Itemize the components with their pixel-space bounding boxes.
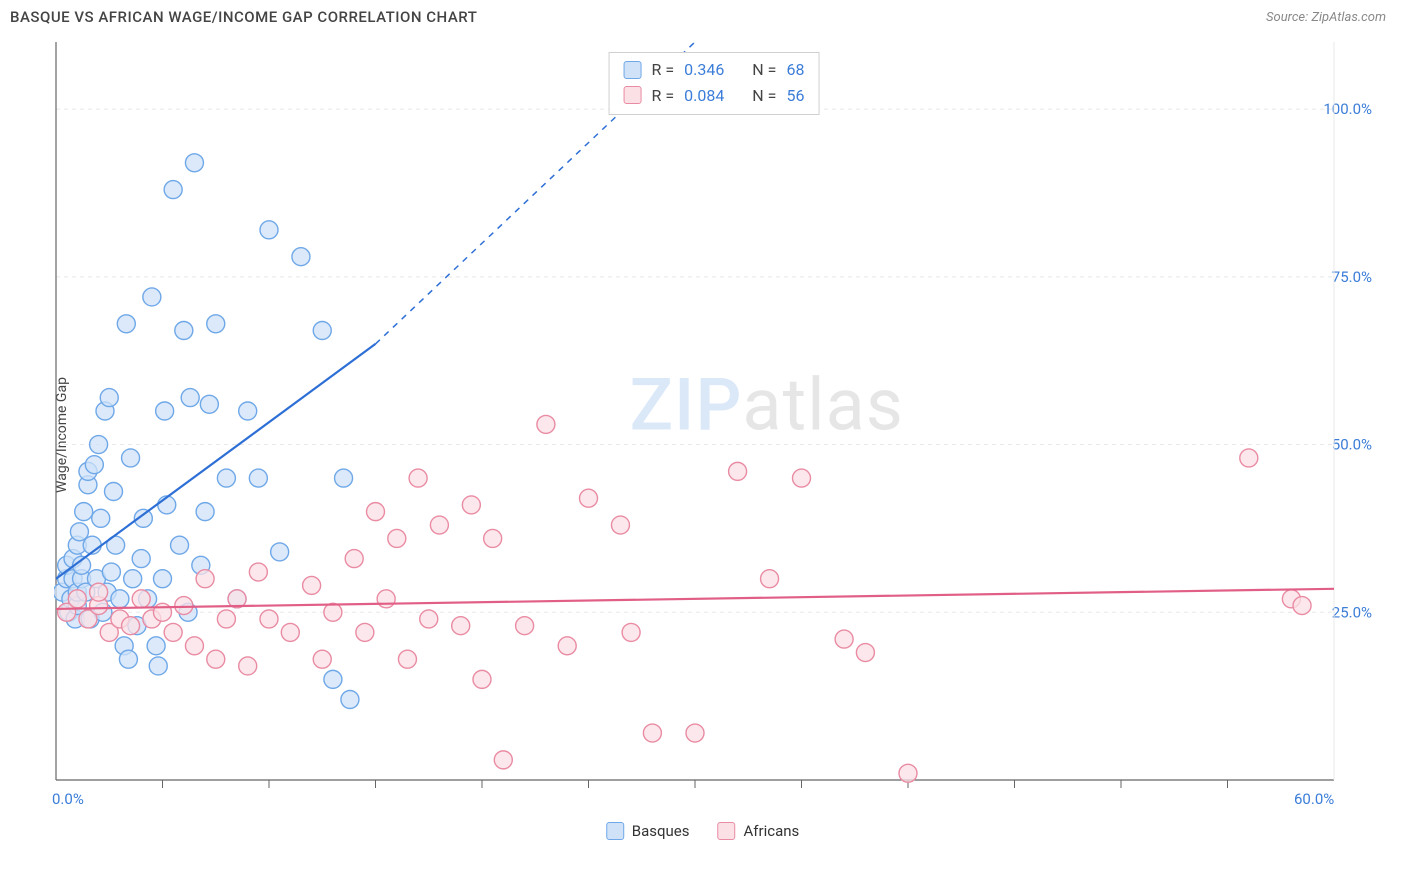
svg-text:75.0%: 75.0% [1332, 268, 1372, 286]
chart-header: BASQUE VS AFRICAN WAGE/INCOME GAP CORREL… [0, 0, 1406, 30]
svg-text:100.0%: 100.0% [1323, 100, 1372, 118]
svg-text:25.0%: 25.0% [1332, 603, 1372, 621]
plot-region: 25.0%50.0%75.0%100.0% ZIPatlas R = 0.346… [54, 40, 1374, 800]
scatter-plot-svg: 25.0% 50.0% 75.0% 100.0% [54, 40, 1374, 800]
stats-row-africans: R = 0.084 N = 56 [624, 83, 805, 109]
legend-bottom: Basques Africans [606, 822, 800, 840]
stats-legend-box: R = 0.346 N = 68 R = 0.084 N = 56 [609, 52, 820, 115]
swatch-basques-icon [606, 822, 624, 840]
x-axis-min-label: 0.0% [52, 790, 84, 808]
chart-area: Wage/Income Gap 25.0%50.0%75.0%100.0% ZI… [10, 30, 1395, 840]
x-axis-max-label: 60.0% [1294, 790, 1334, 808]
chart-source: Source: ZipAtlas.com [1266, 10, 1386, 25]
swatch-africans-icon [624, 86, 642, 104]
stats-row-basques: R = 0.346 N = 68 [624, 57, 805, 83]
swatch-africans-icon [717, 822, 735, 840]
legend-item-africans: Africans [717, 822, 799, 840]
swatch-basques-icon [624, 61, 642, 79]
svg-text:50.0%: 50.0% [1332, 436, 1372, 454]
legend-label-basques: Basques [632, 822, 690, 840]
legend-label-africans: Africans [743, 822, 799, 840]
legend-item-basques: Basques [606, 822, 690, 840]
chart-title: BASQUE VS AFRICAN WAGE/INCOME GAP CORREL… [10, 8, 477, 26]
